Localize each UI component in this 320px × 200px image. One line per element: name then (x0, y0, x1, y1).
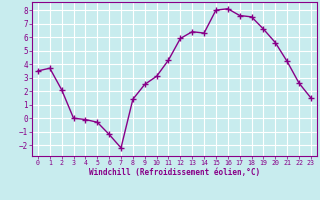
X-axis label: Windchill (Refroidissement éolien,°C): Windchill (Refroidissement éolien,°C) (89, 168, 260, 177)
